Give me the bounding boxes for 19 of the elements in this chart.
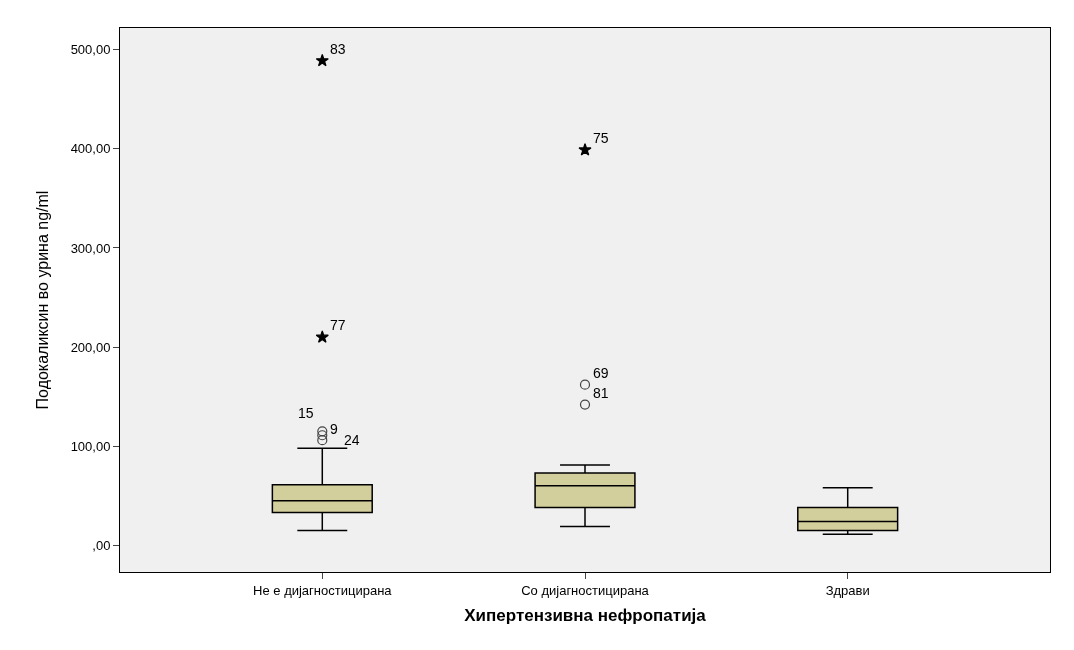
- y-tick-label: 400,00: [70, 141, 111, 157]
- annotation: 83: [330, 41, 346, 57]
- annotation: 81: [593, 385, 609, 401]
- y-tick-label: 100,00: [70, 438, 111, 454]
- y-tick-label: ,00: [92, 537, 111, 553]
- x-axis-title: Хипертензивна нефропатија: [464, 606, 707, 625]
- y-tick-label: 500,00: [70, 42, 111, 58]
- annotation: 9: [330, 421, 338, 437]
- annotation: 75: [593, 130, 609, 146]
- annotation: 77: [330, 317, 346, 333]
- y-tick-label: 200,00: [70, 339, 111, 355]
- y-axis-title: Подокаликсин во урина ng/ml: [33, 190, 51, 410]
- x-tick-label: Со дијагностицирана: [521, 582, 650, 598]
- annotation: 24: [344, 432, 360, 448]
- y-tick-label: 300,00: [70, 240, 111, 256]
- x-tick-label: Не е дијагностицирана: [253, 582, 393, 598]
- x-tick-label: Здрави: [825, 582, 870, 598]
- annotation: 15: [298, 405, 314, 421]
- annotation: 69: [593, 365, 609, 381]
